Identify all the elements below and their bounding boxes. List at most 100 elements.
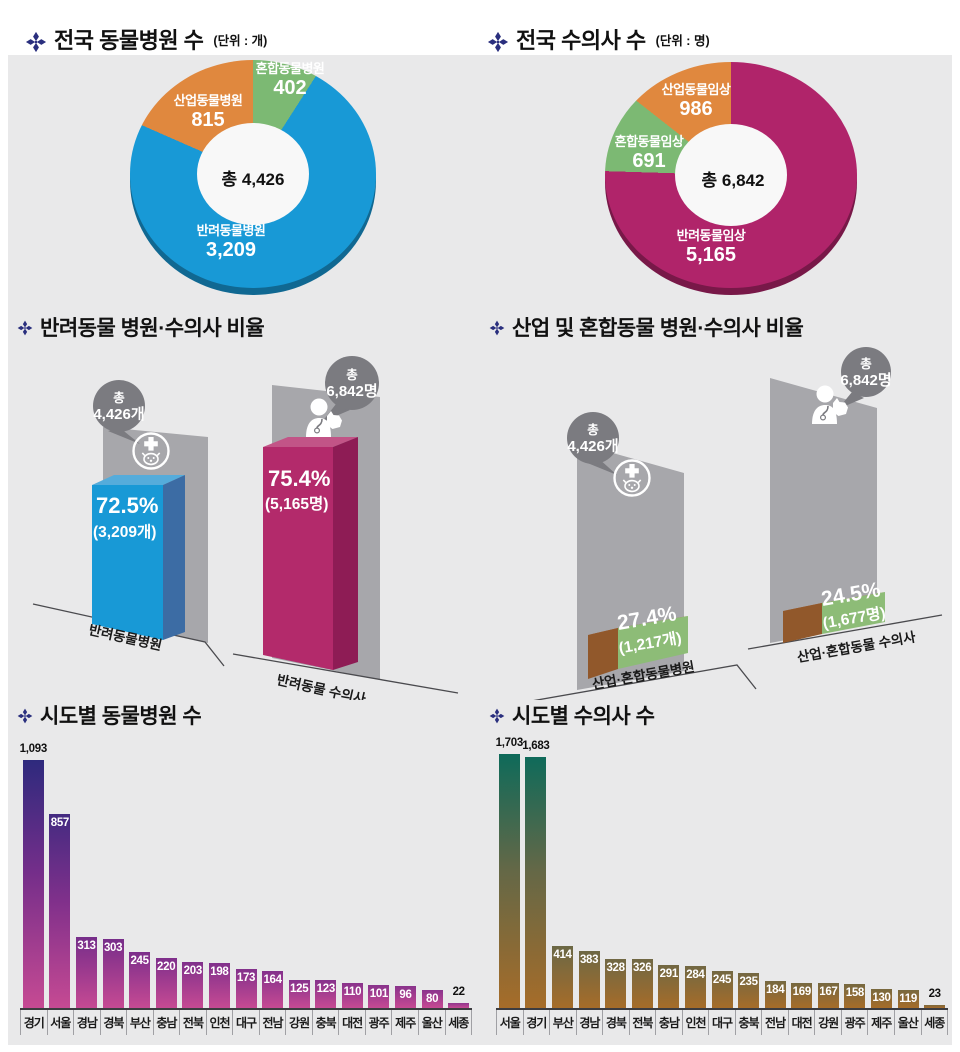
axis-label: 부산 xyxy=(126,1010,153,1035)
cross-diamond-icon xyxy=(489,320,505,341)
bar-value: 184 xyxy=(766,984,785,996)
bar-value: 203 xyxy=(183,965,203,977)
axis-label: 경기 xyxy=(522,1010,550,1035)
cross-diamond-icon xyxy=(487,31,509,58)
axis-label: 대구 xyxy=(708,1010,735,1035)
donut-slice-label: 산업동물임상 986 xyxy=(661,82,731,120)
bar-충북 xyxy=(315,980,337,1008)
bar-value: 123 xyxy=(316,983,336,995)
bar-충남 xyxy=(155,958,177,1008)
axis-label: 경남 xyxy=(73,1010,100,1035)
axis-label: 서울 xyxy=(496,1010,523,1035)
pet-ratio-figure: 72.5% (3,209개) 75.4% (5,165명) 총 4,426개 총 xyxy=(32,356,459,700)
count-label: (3,209개) xyxy=(93,522,156,541)
total-bubble: 총 4,426개 xyxy=(567,412,619,475)
svg-text:6,842명: 6,842명 xyxy=(326,382,377,400)
title-hospitals-by-region: 시도별 동물병원 수 xyxy=(17,705,202,729)
bar-value: 110 xyxy=(343,986,362,998)
bar-경남 xyxy=(76,937,97,1008)
bar-충남 xyxy=(658,965,680,1008)
bar-value: 284 xyxy=(686,969,705,981)
bar-울산 xyxy=(897,990,919,1008)
bar-광주 xyxy=(844,984,866,1008)
axis-label: 광주 xyxy=(364,1010,392,1035)
bar-value: 169 xyxy=(792,986,812,998)
title-hospitals-national: 전국 동물병원 수 (단위 : 개) xyxy=(25,29,267,58)
industrial-hospital-bar-side xyxy=(588,628,618,679)
section-title: 시도별 수의사 수 xyxy=(512,705,655,728)
bar-전남 xyxy=(262,971,284,1008)
bar-value: 22 xyxy=(452,986,466,998)
svg-text:총: 총 xyxy=(346,367,358,382)
bar-value: 164 xyxy=(263,974,282,986)
bar-value: 328 xyxy=(606,962,625,974)
donut-hospitals-hole xyxy=(197,123,309,225)
bar-경북 xyxy=(102,939,124,1008)
bar-value: 173 xyxy=(236,972,256,984)
bar-경기 xyxy=(525,757,547,1008)
bar-제주 xyxy=(395,986,416,1008)
animal-hospital-icon xyxy=(613,459,651,497)
bar-강원 xyxy=(817,983,839,1008)
axis-label: 충남 xyxy=(655,1010,682,1035)
bar-value: 857 xyxy=(50,817,70,829)
ground-line xyxy=(533,614,943,700)
axis-label: 광주 xyxy=(840,1010,868,1035)
pct-label: 72.5% xyxy=(96,493,158,518)
bar-전북 xyxy=(631,959,653,1008)
axis-label: 전북 xyxy=(628,1010,656,1035)
bar-제주 xyxy=(871,989,892,1008)
axis-label: 경북 xyxy=(602,1010,629,1035)
bar-value: 158 xyxy=(845,987,865,999)
pet-hospital-bar-top xyxy=(92,475,185,485)
ground-line xyxy=(32,603,459,694)
bar-value: 414 xyxy=(553,949,572,961)
axis-label: 대전 xyxy=(338,1010,365,1035)
axis-label: 대전 xyxy=(787,1010,815,1035)
bar-세종 xyxy=(448,1003,470,1008)
axis-label: 경남 xyxy=(575,1010,603,1035)
pet-hospital-bar xyxy=(92,485,163,640)
bar-value: 198 xyxy=(210,966,229,978)
cross-diamond-icon xyxy=(25,31,47,58)
bar-value: 1,703 xyxy=(495,737,524,749)
x-axis-labels: 서울 경기 부산 경남 경북 전북 충남 인천 대구 충북 전남 대전 강원 광주 제주 울산 세종 xyxy=(496,1010,949,1035)
title-industrial-ratio: 산업 및 혼합동물 병원·수의사 비율 xyxy=(489,317,804,341)
axis-label: 부산 xyxy=(549,1010,576,1035)
title-pet-ratio: 반려동물 병원·수의사 비율 xyxy=(17,317,265,341)
axis-label: 울산 xyxy=(417,1010,445,1035)
bar-세종 xyxy=(924,1005,946,1008)
axis-label: 경북 xyxy=(99,1010,127,1035)
svg-text:총: 총 xyxy=(113,390,125,405)
bar-전북 xyxy=(182,962,204,1008)
total-bubble: 총 4,426개 xyxy=(93,380,145,444)
axis-label: 충북 xyxy=(311,1010,339,1035)
bar-경기 xyxy=(22,760,44,1008)
section-title: 시도별 동물병원 수 xyxy=(40,705,202,728)
bar-value: 101 xyxy=(369,988,389,1000)
bar-value: 125 xyxy=(290,983,309,995)
axis-label: 인천 xyxy=(205,1010,233,1035)
svg-text:6,842명: 6,842명 xyxy=(840,371,891,389)
title-vets-by-region: 시도별 수의사 수 xyxy=(489,705,655,729)
veterinarian-icon xyxy=(306,398,342,437)
axis-label: 세종 xyxy=(920,1010,949,1035)
bar-전남 xyxy=(764,981,786,1008)
bar-value: 96 xyxy=(399,989,412,1001)
backdrop-bar xyxy=(770,378,877,643)
axis-label: 세종 xyxy=(444,1010,473,1035)
pet-hospital-bar-side xyxy=(163,475,185,640)
total-bubble: 총 6,842명 xyxy=(838,347,892,409)
bar-value: 303 xyxy=(103,942,123,954)
x-axis-labels: 경기 서울 경남 경북 부산 충남 전북 인천 대구 전남 강원 충북 대전 광주 제주 울산 세종 xyxy=(20,1010,473,1035)
bar-area: 1,093 857 313 303 245 220 203 198 173 164 125 123 11… xyxy=(20,742,472,1010)
industrial-vet-bar xyxy=(822,592,885,634)
bar-value: 167 xyxy=(819,986,838,998)
bar-광주 xyxy=(368,985,390,1008)
pet-vet-bar-side xyxy=(333,437,358,670)
svg-text:4,426개: 4,426개 xyxy=(567,437,618,455)
section-title: 산업 및 혼합동물 병원·수의사 비율 xyxy=(512,317,804,340)
bar-대구 xyxy=(711,971,733,1008)
unit-label: (단위 : 명) xyxy=(655,34,710,48)
